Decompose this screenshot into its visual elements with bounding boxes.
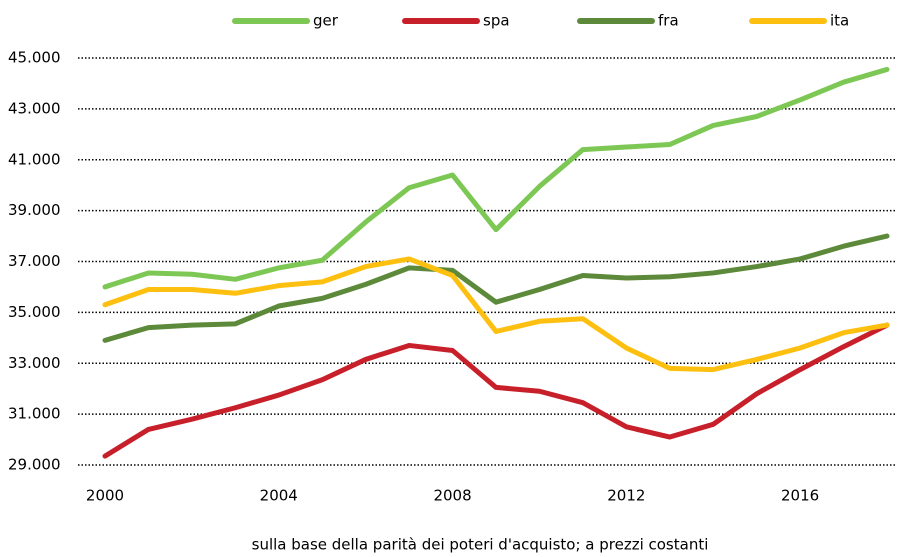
series-line — [102, 233, 890, 343]
series-line — [102, 322, 890, 459]
x-tick-label: 2000 — [86, 487, 124, 505]
y-tick-label: 33.000 — [8, 354, 61, 372]
y-tick-label: 39.000 — [8, 201, 61, 219]
series-line — [102, 256, 890, 373]
y-tick-label: 37.000 — [8, 252, 61, 270]
y-tick-label: 31.000 — [8, 405, 61, 423]
x-tick-label: 2004 — [260, 487, 298, 505]
series-line — [102, 66, 890, 290]
y-tick-label: 45.000 — [8, 49, 61, 67]
x-tick-label: 2016 — [781, 487, 819, 505]
x-axis-label: sulla base della parità dei poteri d'acq… — [252, 536, 709, 554]
x-tick-label: 2012 — [607, 487, 645, 505]
y-tick-label: 41.000 — [8, 150, 61, 168]
legend-label: ger — [313, 12, 339, 30]
legend-label: fra — [658, 12, 679, 30]
y-tick-label: 35.000 — [8, 303, 61, 321]
y-tick-label: 29.000 — [8, 456, 61, 474]
legend-label: ita — [830, 12, 849, 30]
y-tick-label: 43.000 — [8, 99, 61, 117]
legend-label: spa — [483, 12, 510, 30]
x-tick-label: 2008 — [433, 487, 471, 505]
